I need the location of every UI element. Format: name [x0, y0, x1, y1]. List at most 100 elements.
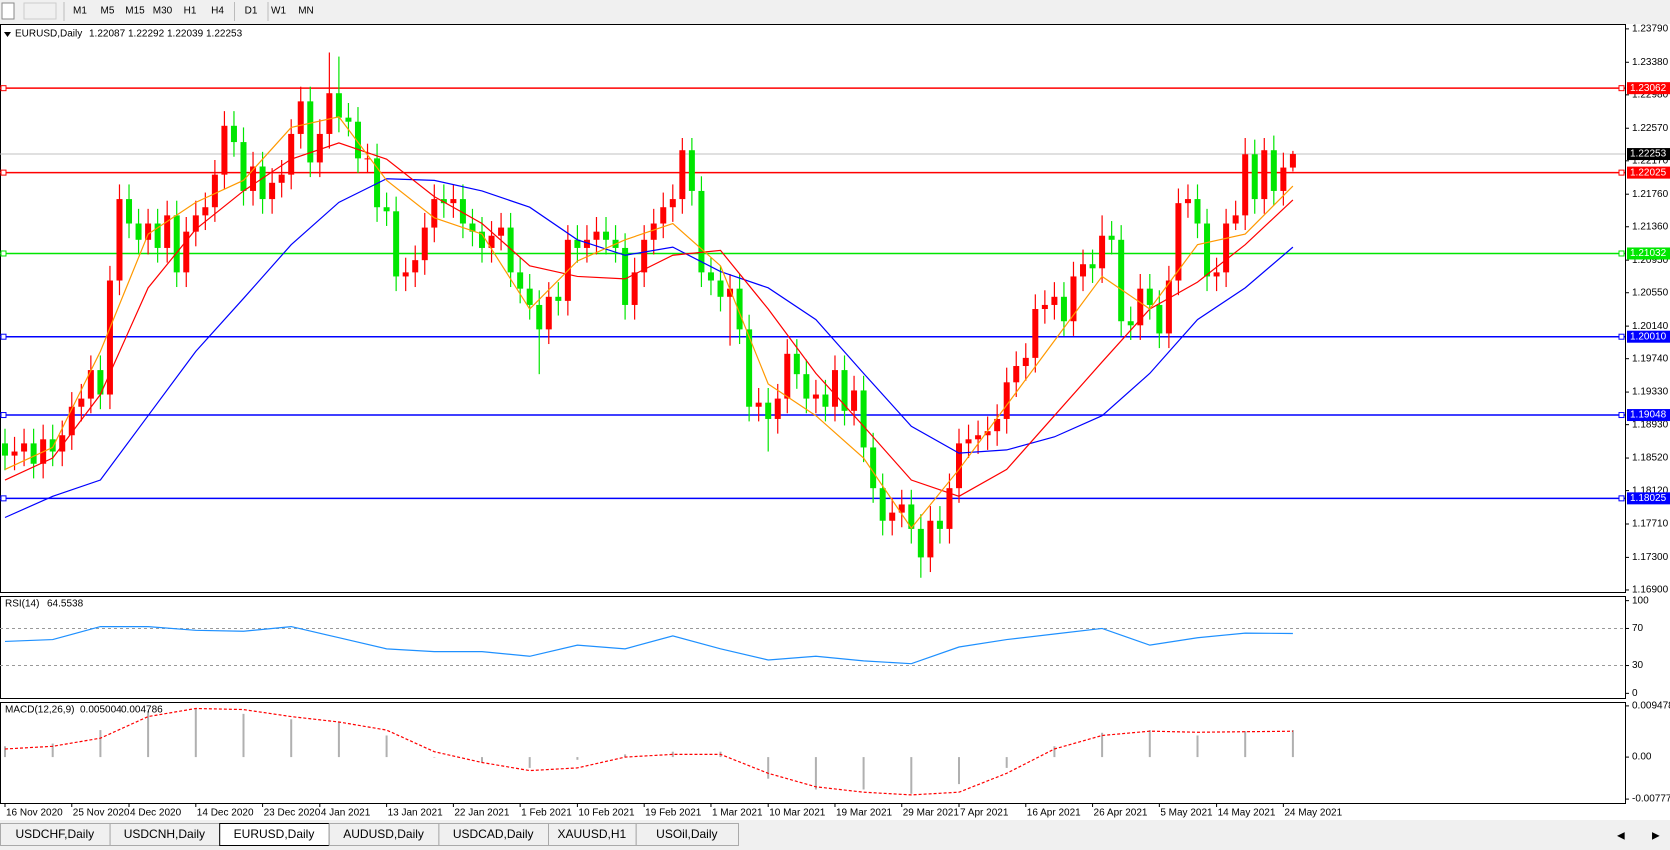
candle-body [574, 239, 581, 248]
candle-body [230, 125, 237, 143]
candle-body [354, 121, 361, 159]
y-tick-label: 1.20950 [1632, 255, 1669, 266]
macd-bar [671, 751, 674, 758]
candle-body [307, 101, 314, 163]
x-tick-label: 5 May 2021 [1160, 808, 1213, 819]
y-tick-label: 1.17710 [1632, 519, 1669, 530]
tab-label[interactable]: AUDUSD,Daily [343, 827, 424, 841]
timeframe-button[interactable]: M1 [73, 6, 87, 17]
macd-tick-label: 0.009478 [1632, 701, 1670, 712]
candle-body [889, 512, 896, 521]
candle-body [679, 150, 686, 200]
candle-body [412, 260, 419, 273]
candle-body [746, 329, 753, 407]
x-tick-label: 23 Dec 2020 [264, 808, 321, 819]
candle-body [1070, 276, 1077, 322]
y-tick-label: 1.21760 [1632, 189, 1669, 200]
level-handle [1618, 412, 1625, 419]
candle-body [879, 488, 886, 521]
chart-area [0, 24, 1670, 820]
level-tag [1627, 166, 1670, 179]
level-handle [1618, 250, 1625, 257]
timeframe-button[interactable]: M30 [153, 6, 173, 17]
toolbar-icon[interactable] [23, 2, 57, 20]
tab-label[interactable]: USDCAD,Daily [453, 827, 534, 841]
candle-body [908, 504, 915, 529]
candle-body [154, 223, 161, 248]
candle-body [145, 223, 152, 240]
macd-bar [1244, 731, 1247, 758]
candle-body [326, 93, 333, 134]
candle-body [1137, 288, 1144, 326]
candle-body [975, 435, 982, 440]
y-tick-label: 1.20140 [1632, 321, 1669, 332]
y-tick-label: 1.18930 [1632, 419, 1669, 430]
chart-layer: 1.23790 1.23380 1.22980 1.22570 1.22170 1.217… [0, 24, 1670, 819]
candle-body [851, 390, 858, 411]
candle-body [1204, 223, 1211, 277]
level-tag [1627, 247, 1670, 260]
header-triangle [4, 32, 11, 37]
candle-body [450, 199, 457, 204]
macd-bar [51, 743, 54, 758]
tab-label[interactable]: USOil,Daily [656, 827, 717, 841]
candle-body [1184, 199, 1191, 204]
timeframe-button[interactable]: D1 [245, 6, 258, 17]
candle-body [1165, 280, 1172, 334]
level-tag [1627, 82, 1670, 95]
scroll-right[interactable]: ▶ [1652, 831, 1660, 842]
candle-body [345, 117, 352, 122]
y-tick-label: 1.18120 [1632, 485, 1669, 496]
candle-body [402, 272, 409, 277]
candle-body [192, 215, 199, 232]
rsi-tick-label: 100 [1632, 595, 1649, 606]
tab-label[interactable]: XAUUSD,H1 [558, 827, 627, 841]
scroll-left[interactable]: ◀ [1617, 831, 1625, 842]
candle-body [1146, 288, 1153, 305]
candle-body [2, 443, 8, 456]
timeframe-button[interactable]: W1 [271, 6, 286, 17]
timeframe-button[interactable]: H1 [184, 6, 197, 17]
level-label: 1.20010 [1630, 331, 1667, 342]
candle-body [517, 272, 524, 289]
candle-body [956, 443, 962, 489]
level-tag [1627, 330, 1670, 343]
candle-body [126, 199, 133, 224]
timeframe-button[interactable]: MN [298, 6, 314, 17]
rsi-line [4, 625, 1293, 665]
tab-label[interactable]: EURUSD,Daily [234, 827, 315, 841]
candle-body [1032, 309, 1039, 358]
timeframe-button[interactable]: M15 [125, 6, 145, 17]
candle-body [860, 390, 867, 448]
candle-body [917, 528, 924, 558]
close-tag [1627, 148, 1670, 161]
timeframe-button[interactable]: H4 [211, 6, 224, 17]
candle-body [421, 227, 428, 261]
toolbar-icon[interactable] [1, 2, 15, 20]
tab[interactable] [635, 823, 740, 846]
x-tick-label: 4 Dec 2020 [130, 808, 182, 819]
candle-body [135, 223, 142, 240]
tab-label[interactable]: USDCNH,Daily [124, 827, 205, 841]
panel-frame [0, 702, 1626, 804]
tab-label[interactable]: USDCHF,Daily [15, 827, 94, 841]
candle-body [555, 296, 562, 301]
candle-body [211, 174, 218, 208]
candle-body [803, 374, 810, 399]
candle-body [1194, 199, 1201, 224]
x-tick-label: 7 Apr 2021 [960, 808, 1009, 819]
candle-body [469, 223, 476, 232]
candle-body [1251, 154, 1258, 200]
candle-body [30, 443, 37, 464]
macd-bar [99, 730, 102, 758]
moving-average [4, 142, 1294, 497]
candle-body [526, 288, 533, 305]
candle-body [78, 398, 85, 407]
candle-body [1127, 321, 1134, 326]
candle-body [21, 443, 28, 452]
candle-body [87, 370, 94, 399]
candle-body [440, 199, 447, 204]
macd-tick-label: 0.00 [1632, 752, 1652, 763]
timeframe-button[interactable]: M5 [101, 6, 115, 17]
candle-body [479, 231, 485, 248]
